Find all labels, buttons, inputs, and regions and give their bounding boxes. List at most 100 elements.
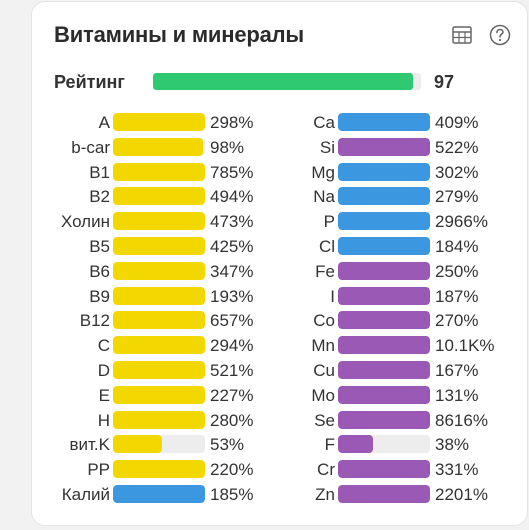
nutrient-bar [338, 460, 430, 479]
nutrient-name: P [323, 212, 335, 232]
nutrient-name: Cl [318, 236, 335, 256]
rating-bar-fill [153, 73, 413, 90]
nutrient-row: I 187% [265, 285, 505, 310]
nutrient-name: Холин [60, 212, 110, 232]
nutrient-name: H [97, 410, 110, 430]
nutrient-row: PP 220% [40, 458, 270, 483]
nutrient-name: вит.K [69, 435, 111, 455]
nutrient-bar [113, 137, 205, 156]
nutrient-percent: 425% [210, 236, 254, 256]
nutrient-name: b-car [71, 137, 110, 157]
nutrient-bar-fill [338, 360, 430, 379]
nutrient-row: H 280% [40, 409, 270, 434]
nutrient-row: Mo 131% [265, 384, 505, 409]
nutrient-percent: 38% [435, 435, 470, 455]
nutrient-percent: 494% [210, 187, 254, 207]
nutrient-bar-fill [338, 261, 430, 280]
nutrient-name: PP [87, 460, 110, 480]
nutrient-percent: 220% [210, 460, 254, 480]
nutrient-bar [113, 410, 205, 429]
nutrient-bar [338, 435, 430, 454]
table-icon[interactable] [451, 24, 473, 46]
nutrient-bar [113, 311, 205, 330]
nutrient-percent: 521% [210, 360, 254, 380]
nutrient-percent: 8616% [435, 410, 488, 430]
nutrient-bar [338, 113, 430, 131]
nutrient-bar [113, 435, 205, 454]
nutrient-bar-fill [113, 212, 205, 231]
nutrient-bar-fill [113, 286, 205, 305]
nutrient-bar-fill [338, 212, 430, 231]
nutrient-percent: 473% [210, 212, 254, 232]
minerals-column: Ca 409% Si 522% Mg 302% Na 279% P 2966% Cl 184% Fe 25… [265, 111, 505, 508]
nutrient-row: F 38% [265, 433, 505, 458]
nutrient-name: C [97, 336, 110, 356]
nutrient-name: E [98, 385, 110, 405]
nutrient-name: Mg [311, 162, 335, 182]
nutrient-bar-fill [113, 236, 205, 255]
card-title: Витамины и минералы [54, 22, 305, 47]
nutrient-name: B9 [89, 286, 110, 306]
nutrient-name: F [324, 435, 335, 455]
nutrient-bar-fill [113, 410, 205, 429]
nutrient-row: B6 347% [40, 260, 270, 285]
nutrient-name: Калий [61, 484, 110, 504]
nutrient-percent: 331% [435, 460, 479, 480]
nutrient-row: A 298% [40, 111, 270, 136]
nutrient-name: Si [319, 137, 335, 157]
nutrient-bar-fill [338, 187, 430, 206]
nutrient-row: Ca 409% [265, 111, 505, 136]
nutrient-name: B12 [79, 311, 110, 331]
nutrient-percent: 657% [210, 311, 254, 331]
nutrient-name: D [97, 360, 110, 380]
nutrient-bar [338, 360, 430, 379]
nutrient-percent: 250% [435, 261, 479, 281]
nutrient-percent: 167% [435, 360, 479, 380]
nutrient-bar-fill [338, 286, 430, 305]
nutrient-bar-fill [113, 261, 205, 280]
nutrient-name: Mn [311, 336, 335, 356]
nutrient-bar [338, 212, 430, 231]
nutrient-bar-fill [113, 336, 205, 355]
nutrient-bar-fill [113, 113, 205, 131]
nutrient-row: Mg 302% [265, 161, 505, 186]
nutrient-row: Mn 10.1K% [265, 334, 505, 359]
nutrient-bar-fill [113, 484, 205, 503]
nutrient-name: B2 [89, 187, 110, 207]
nutrient-name: B5 [89, 236, 110, 256]
nutrient-name: Fe [315, 261, 335, 281]
nutrient-row: Fe 250% [265, 260, 505, 285]
nutrient-bar-fill [338, 113, 430, 131]
nutrient-bar [338, 311, 430, 330]
nutrient-bar-fill [113, 435, 162, 454]
nutrient-row: P 2966% [265, 210, 505, 235]
nutrient-name: I [330, 286, 335, 306]
nutrient-row: Zn 2201% [265, 483, 505, 508]
nutrient-name: Ca [313, 113, 335, 132]
nutrient-row: E 227% [40, 384, 270, 409]
nutrient-bar [338, 484, 430, 503]
rating-value: 97 [434, 72, 455, 92]
nutrient-bar-fill [113, 137, 204, 156]
rating-label: Рейтинг [54, 72, 125, 92]
nutrient-bar [338, 336, 430, 355]
nutrient-bar [113, 212, 205, 231]
nutrient-bar [338, 261, 430, 280]
nutrient-row: B5 425% [40, 235, 270, 260]
nutrient-bar-fill [113, 311, 205, 330]
nutrient-name: Se [314, 410, 335, 430]
nutrient-name: B6 [89, 261, 110, 281]
nutrient-percent: 279% [435, 187, 479, 207]
nutrient-bar-fill [113, 460, 205, 479]
nutrient-percent: 298% [210, 113, 254, 132]
nutrient-name: Na [313, 187, 335, 207]
help-icon[interactable] [489, 24, 511, 46]
nutrient-bar [338, 162, 430, 181]
nutrient-row: вит.K 53% [40, 433, 270, 458]
nutrient-row: Si 522% [265, 136, 505, 161]
nutrient-row: B2 494% [40, 185, 270, 210]
nutrient-name: Cu [313, 360, 335, 380]
nutrient-row: Se 8616% [265, 409, 505, 434]
nutrient-bar-fill [113, 385, 205, 404]
vitamins-column: A 298% b-car 98% B1 785% B2 494% Холин 473% B5 425%… [40, 111, 270, 508]
